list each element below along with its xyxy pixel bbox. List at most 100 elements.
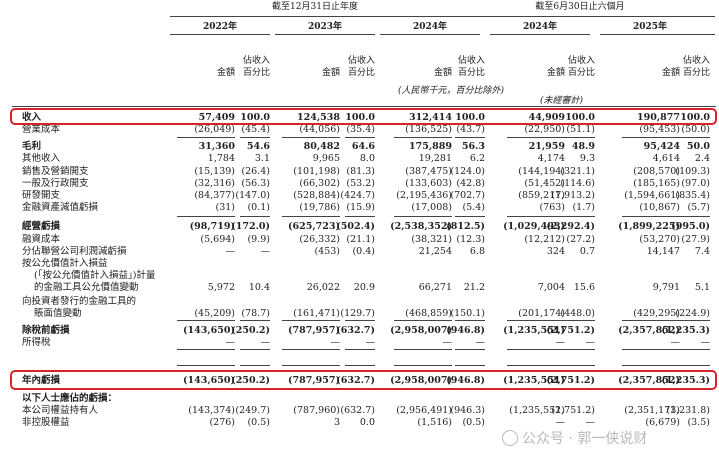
table-cell: (2,751.2) — [551, 405, 595, 416]
subtotal-rule — [394, 137, 452, 138]
table-cell: 312,414 — [409, 112, 452, 123]
table-cell: (2,538,352) — [390, 221, 452, 232]
table-cell: (50.0) — [681, 124, 710, 135]
subtotal-rule — [680, 349, 710, 350]
table-cell: (448.0) — [560, 308, 595, 319]
table-cell: 48.9 — [571, 141, 595, 152]
table-cell: (224.9) — [675, 308, 710, 319]
subtotal-rule — [282, 137, 340, 138]
year-rule-5 — [600, 34, 715, 35]
table-cell: — — [555, 417, 566, 428]
table-cell: (43.7) — [456, 124, 485, 135]
table-cell: 6.8 — [469, 246, 485, 257]
pct-subheading: 佔收入 — [682, 56, 710, 66]
table-cell: 54.6 — [246, 141, 270, 152]
unit-note: (人民幣千元，百分比除外) — [398, 86, 505, 96]
table-cell: (56.3) — [241, 178, 270, 189]
subtotal-rule — [565, 365, 595, 366]
table-cell: (250.2) — [231, 325, 270, 336]
table-cell: (3.5) — [687, 417, 710, 428]
table-cell: (2,956,491) — [396, 405, 452, 416]
subtotal-rule — [565, 137, 595, 138]
table-cell: 19,281 — [418, 153, 452, 164]
table-cell: (787,960) — [293, 405, 340, 416]
subtotal-rule — [622, 216, 680, 217]
table-cell: (51,452) — [524, 178, 565, 189]
row-label: (「按公允價值計入損益」)計量 — [34, 270, 156, 281]
table-cell: (1,029,493) — [503, 221, 565, 232]
header-bottom-rule — [12, 106, 716, 107]
table-cell: (19,786) — [299, 202, 340, 213]
table-cell: (26,049) — [194, 124, 235, 135]
subtotal-rule — [565, 320, 595, 321]
table-cell: (15,139) — [194, 166, 235, 177]
table-cell: 100.0 — [565, 112, 595, 123]
pct-subheading: 佔收入 — [242, 56, 270, 66]
row-label: 金融資產減值虧損 — [22, 202, 99, 213]
table-cell: (625,723) — [288, 221, 340, 232]
subtotal-rule — [455, 137, 485, 138]
table-cell: (133,603) — [405, 178, 452, 189]
table-cell: (143,650) — [183, 375, 235, 386]
watermark-text: 公众号 · 郭一侠说财 — [522, 431, 648, 447]
table-cell: (1,235.3) — [661, 375, 710, 386]
subtotal-rule — [455, 216, 485, 217]
table-cell: (27.9) — [681, 234, 710, 245]
table-cell: (172.0) — [231, 221, 270, 232]
table-cell: 8.0 — [359, 153, 375, 164]
table-cell: (124.0) — [450, 166, 485, 177]
table-cell: (835.4) — [675, 190, 710, 201]
table-cell: (787,957) — [288, 375, 340, 386]
table-cell: (0.5) — [462, 417, 485, 428]
row-label: 按公允價值計入損益 — [22, 258, 108, 269]
table-cell: (31) — [215, 202, 235, 213]
pct-subheading: 佔收入 — [567, 56, 595, 66]
table-cell: (144,194) — [518, 166, 565, 177]
pct-subheading: 百分比 — [457, 68, 485, 78]
subtotal-rule — [680, 137, 710, 138]
table-cell: 44,909 — [528, 112, 565, 123]
table-cell: 9,965 — [312, 153, 340, 164]
pct-subheading: 百分比 — [682, 68, 710, 78]
table-cell: (632.7) — [340, 405, 375, 416]
table-cell: — — [475, 337, 486, 348]
year-heading: 2024年 — [412, 22, 448, 32]
period-half-heading: 截至6月30日止六個月 — [535, 2, 625, 12]
table-cell: (1,235,551) — [503, 325, 565, 336]
table-cell: (6,679) — [645, 417, 680, 428]
table-cell: (208,570) — [633, 166, 680, 177]
table-cell: 50.0 — [686, 141, 710, 152]
table-cell: 124,538 — [297, 112, 340, 123]
table-cell: (468,859) — [405, 308, 452, 319]
row-label: 所得稅 — [22, 337, 51, 348]
table-cell: 80,482 — [303, 141, 340, 152]
row-label: 賬面值變動 — [34, 308, 82, 319]
table-cell: 0.7 — [579, 246, 595, 257]
subtotal-rule — [680, 216, 710, 217]
table-cell: 66,271 — [418, 282, 452, 293]
period-annual-rule — [170, 16, 560, 17]
table-cell: (10,867) — [639, 202, 680, 213]
table-cell: (26,332) — [299, 234, 340, 245]
subtotal-rule — [622, 349, 680, 350]
subtotal-rule — [240, 320, 270, 321]
year-heading: 2022年 — [202, 22, 238, 32]
row-label: 一般及行政開支 — [22, 178, 89, 189]
year-heading: 2025年 — [632, 22, 668, 32]
table-cell: (35.4) — [346, 124, 375, 135]
subtotal-rule — [177, 320, 235, 321]
table-cell: (114.6) — [560, 178, 595, 189]
table-cell: (249.7) — [235, 405, 270, 416]
table-cell: (387,475) — [405, 166, 452, 177]
subtotal-rule — [507, 216, 565, 217]
period-annual-heading: 截至12月31日止年度 — [272, 2, 358, 12]
table-cell: (22,950) — [524, 124, 565, 135]
table-cell: (429,295) — [633, 308, 680, 319]
table-cell: 14,147 — [646, 246, 680, 257]
table-cell: 26,022 — [306, 282, 340, 293]
table-cell: 9.3 — [579, 153, 595, 164]
table-cell: 15.6 — [573, 282, 595, 293]
table-cell: 7,004 — [537, 282, 565, 293]
table-cell: 5,972 — [207, 282, 235, 293]
revenue-highlight-box — [10, 108, 717, 125]
